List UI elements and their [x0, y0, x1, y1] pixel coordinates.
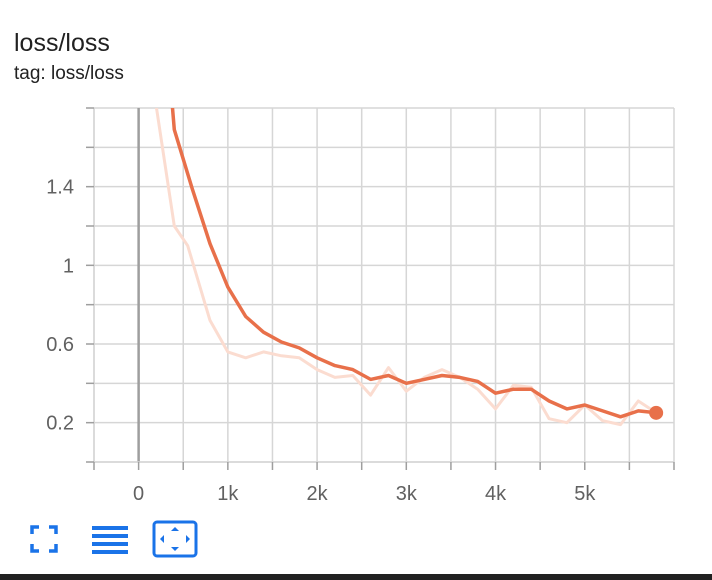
fullscreen-icon [30, 525, 58, 553]
label-layer: 0 1k 2k 3k 4k 5k 0.2 0.6 1 1.4 [46, 177, 596, 505]
x-tick-label: 5k [574, 483, 596, 505]
y-tick-label: 0.6 [46, 334, 74, 356]
bottom-edge [0, 574, 712, 580]
series-layer [155, 108, 664, 427]
fit-domain-icon [152, 520, 198, 558]
x-tick-label: 0 [133, 483, 144, 505]
x-tick-label: 2k [307, 483, 329, 505]
last-point-marker [649, 405, 664, 420]
x-tick-label: 4k [485, 483, 507, 505]
fullscreen-button[interactable] [28, 523, 60, 560]
lines-icon [92, 526, 128, 554]
y-tick-label: 1.4 [46, 177, 74, 199]
chart-subtitle: tag: loss/loss [14, 63, 124, 84]
y-tick-label: 0.2 [46, 413, 74, 435]
chart-title: loss/loss [14, 29, 110, 57]
x-tick-label: 1k [217, 483, 239, 505]
y-tick-label: 1 [63, 255, 74, 277]
series-line-smoothed [170, 108, 658, 419]
x-tick-label: 3k [396, 483, 418, 505]
axis-layer [86, 107, 675, 470]
series-line-raw [155, 108, 658, 427]
fit-domain-button[interactable] [152, 520, 198, 563]
toggle-log-scale-button[interactable] [90, 523, 130, 560]
